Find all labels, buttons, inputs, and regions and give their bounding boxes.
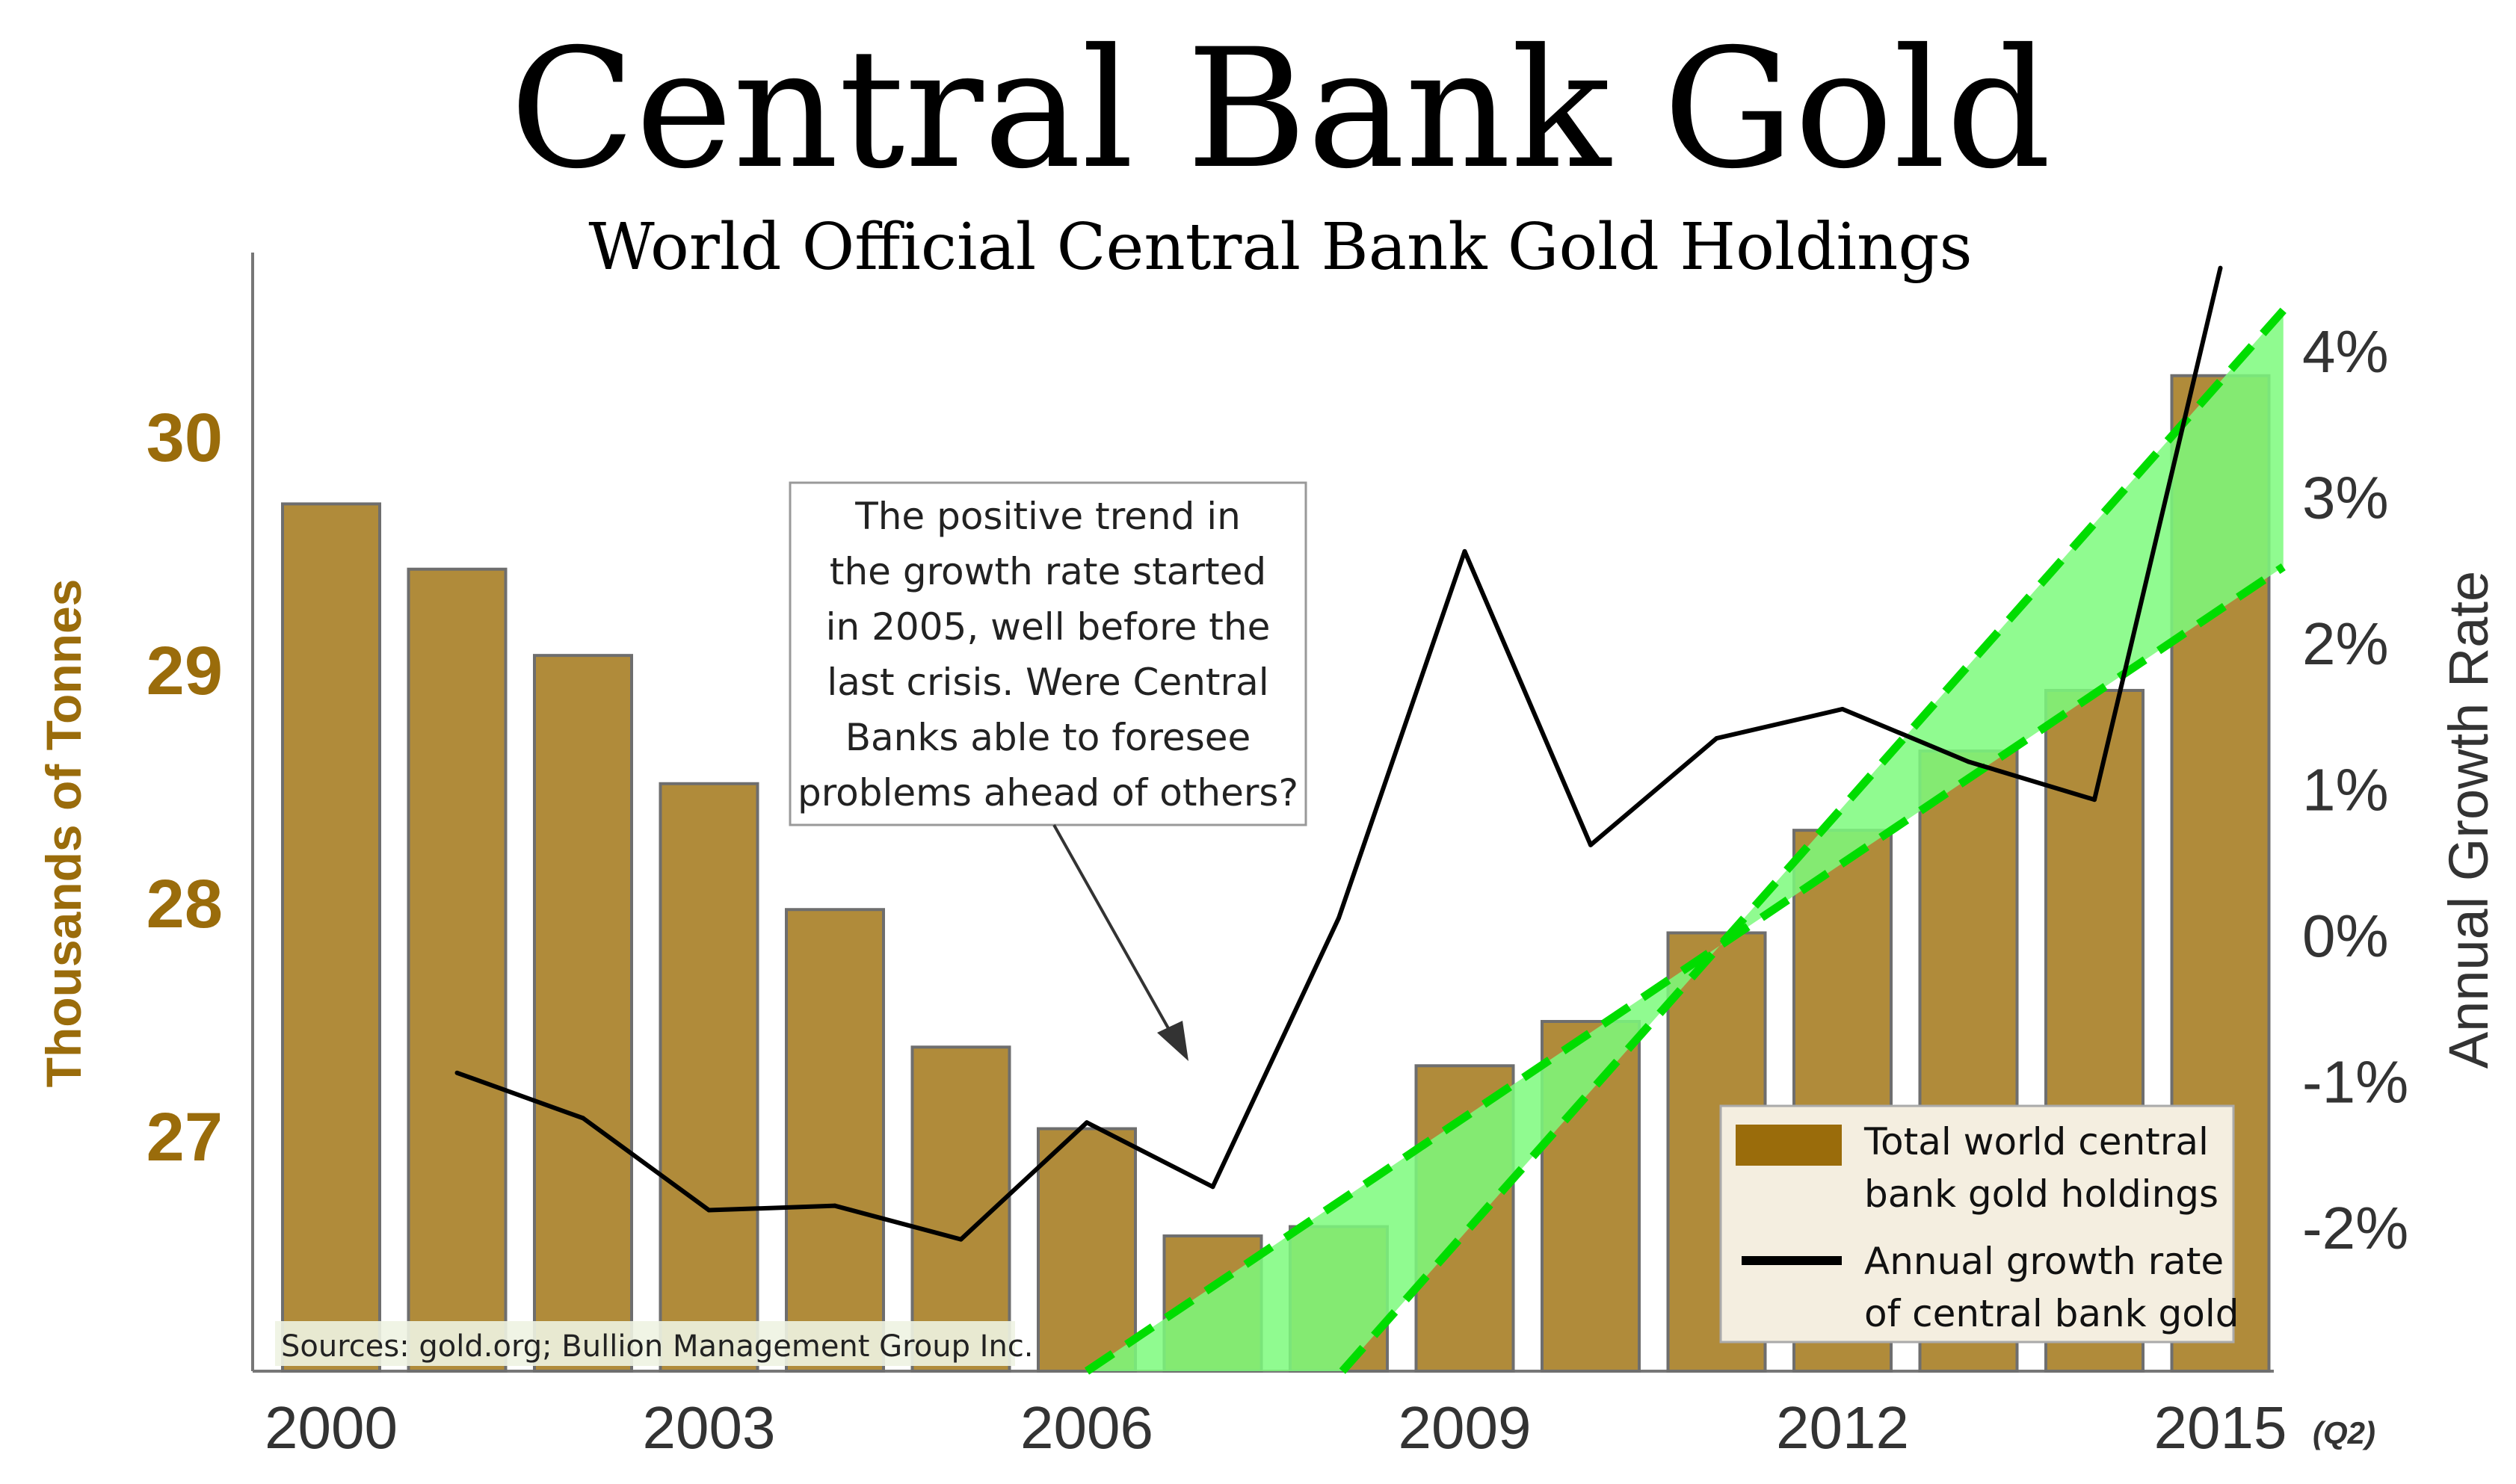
bar-2004: [785, 908, 885, 1373]
growth-point-2008: [1336, 915, 1341, 921]
growth-line-group: [454, 265, 2223, 1242]
legend-label-growth-2: of central bank gold: [1864, 1292, 2239, 1335]
y-axis-label: Thousands of Tonnes: [36, 579, 91, 1088]
callout-box: [789, 481, 1307, 826]
y2-axis-label: Annual Growth Rate: [2438, 571, 2500, 1069]
y2-tick-3%: 3%: [2302, 465, 2389, 531]
y2-tick--2%: -2%: [2302, 1195, 2408, 1261]
x-tick-suffix: (Q2): [2313, 1415, 2375, 1451]
trend-band: [1084, 307, 2287, 1375]
x-tick-2009: 2009: [1399, 1394, 1532, 1461]
x-tick-2000: 2000: [265, 1394, 398, 1461]
growth-point-2010: [1588, 842, 1593, 847]
y2-tick-4%: 4%: [2302, 318, 2389, 385]
growth-point-2004: [833, 1203, 837, 1208]
y-tick-30: 30: [147, 400, 223, 476]
trend-band-lower-line: [1084, 563, 2286, 1375]
y2-tick-2%: 2%: [2302, 610, 2389, 677]
growth-point-2003: [706, 1208, 712, 1213]
callout-line-5: Banks able to foresee: [845, 716, 1251, 759]
source-text: Sources: gold.org; Bullion Management Gr…: [281, 1329, 1034, 1364]
legend-swatch-holdings: [1736, 1125, 1842, 1166]
growth-point-2005: [958, 1237, 963, 1242]
callout: The positive trend in the growth rate st…: [789, 481, 1307, 1061]
bar-2001: [407, 567, 508, 1373]
bar-2003: [659, 782, 759, 1373]
bar-2002: [533, 654, 633, 1373]
bar-2006: [1037, 1127, 1137, 1373]
y-tick-29: 29: [147, 633, 223, 709]
callout-arrow: [1052, 824, 1174, 1036]
x-tick-2006: 2006: [1020, 1394, 1153, 1461]
source-box: [275, 1321, 1015, 1366]
source-note: Sources: gold.org; Bullion Management Gr…: [275, 1321, 1034, 1366]
tick-labels: 30 29 28 27 4% 3% 2% 1% 0% -1% -2% 2000 2003 2006 2009…: [147, 318, 2409, 1461]
y-tick-28: 28: [147, 866, 223, 942]
y2-tick-0%: 0%: [2302, 903, 2389, 969]
callout-arrowhead: [1157, 1021, 1188, 1061]
x-tick-2012: 2012: [1776, 1394, 1909, 1461]
x-tick-2003: 2003: [643, 1394, 776, 1461]
growth-point-2014: [2092, 797, 2097, 803]
bar-2000: [281, 502, 381, 1373]
growth-point-2012: [1840, 706, 1845, 711]
growth-point-2007: [1210, 1184, 1215, 1190]
growth-point-2011: [1714, 736, 1719, 741]
legend-label-holdings-1: Total world central: [1863, 1120, 2209, 1163]
callout-line-2: the growth rate started: [830, 550, 1266, 593]
chart-title: Central Bank Gold: [510, 13, 2051, 205]
growth-point-2015: [2218, 265, 2223, 270]
legend-label-growth-1: Annual growth rate: [1864, 1240, 2224, 1283]
callout-line-3: in 2005, well before the: [826, 605, 1271, 649]
y-tick-27: 27: [147, 1099, 223, 1175]
y2-tick--1%: -1%: [2302, 1049, 2408, 1116]
callout-line-1: The positive trend in: [854, 495, 1241, 538]
x-tick-2015: 2015: [2154, 1394, 2287, 1461]
callout-line-4: last crisis. Were Central: [827, 661, 1268, 704]
chart-subtitle: World Official Central Bank Gold Holding…: [588, 210, 1972, 285]
legend-label-holdings-2: bank gold holdings: [1864, 1172, 2219, 1216]
growth-point-2006: [1085, 1120, 1089, 1125]
legend: Total world central bank gold holdings A…: [1719, 1104, 2239, 1344]
growth-point-2009: [1462, 548, 1467, 554]
growth-point-2013: [1966, 759, 1971, 764]
growth-point-2001: [454, 1070, 460, 1075]
y2-tick-1%: 1%: [2302, 757, 2389, 823]
callout-line-6: problems ahead of others?: [798, 771, 1298, 814]
growth-point-2002: [581, 1116, 585, 1121]
